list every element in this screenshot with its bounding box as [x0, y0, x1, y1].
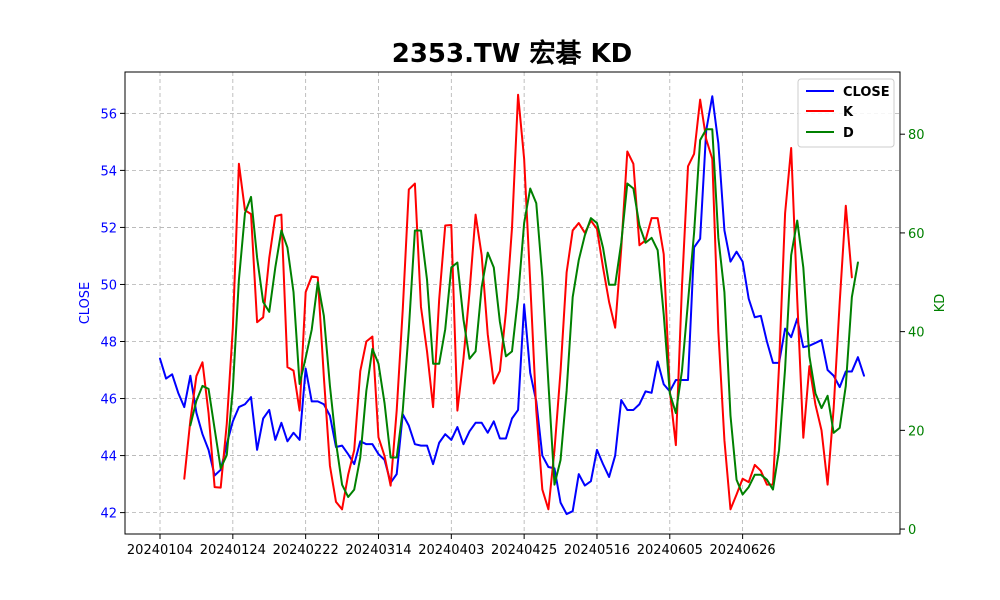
legend-label-k: K — [843, 105, 854, 120]
x-tick-label: 20240104 — [127, 543, 193, 558]
series-line-d — [189, 128, 859, 498]
y-right-tick-label: 0 — [908, 523, 916, 538]
y-right-tick-label: 40 — [908, 326, 925, 341]
grid — [125, 72, 900, 534]
x-tick-label: 20240425 — [491, 543, 557, 558]
y-left-tick-label: 54 — [100, 164, 117, 179]
y-right-tick-label: 80 — [908, 128, 925, 143]
plot-frame — [124, 71, 901, 535]
y-left-label: CLOSE — [78, 282, 93, 325]
series-line-k — [183, 93, 853, 511]
x-tick-label: 20240605 — [637, 543, 703, 558]
x-tick-label: 20240314 — [345, 543, 411, 558]
y-left-tick-label: 56 — [100, 107, 117, 122]
y-left-tick-label: 48 — [100, 336, 117, 351]
y-left-tick-label: 42 — [100, 507, 117, 522]
series-line-close — [159, 95, 865, 516]
x-tick-label: 20240222 — [273, 543, 339, 558]
x-tick-label: 20240124 — [200, 543, 266, 558]
x-tick-label: 20240403 — [418, 543, 484, 558]
y-left-tick-label: 50 — [100, 278, 117, 293]
y-left-tick-label: 46 — [100, 393, 117, 408]
y-right-label: KD — [933, 294, 948, 313]
y-left-tick-label: 52 — [100, 221, 117, 236]
legend-label-d: D — [843, 126, 854, 141]
legend: CLOSE K D — [797, 78, 895, 148]
axes: 20240104 20240124 20240222 20240314 20240403… — [100, 107, 924, 558]
legend-label-close: CLOSE — [843, 85, 890, 100]
chart-title: 2353.TW 宏碁 KD — [392, 38, 633, 69]
y-right-tick-label: 20 — [908, 424, 925, 439]
x-tick-label: 20240626 — [710, 543, 776, 558]
y-left-tick-label: 44 — [100, 450, 117, 465]
y-right-tick-label: 60 — [908, 227, 925, 242]
x-tick-label: 20240516 — [564, 543, 630, 558]
series-layer — [159, 93, 865, 516]
legend-frame — [797, 78, 895, 148]
